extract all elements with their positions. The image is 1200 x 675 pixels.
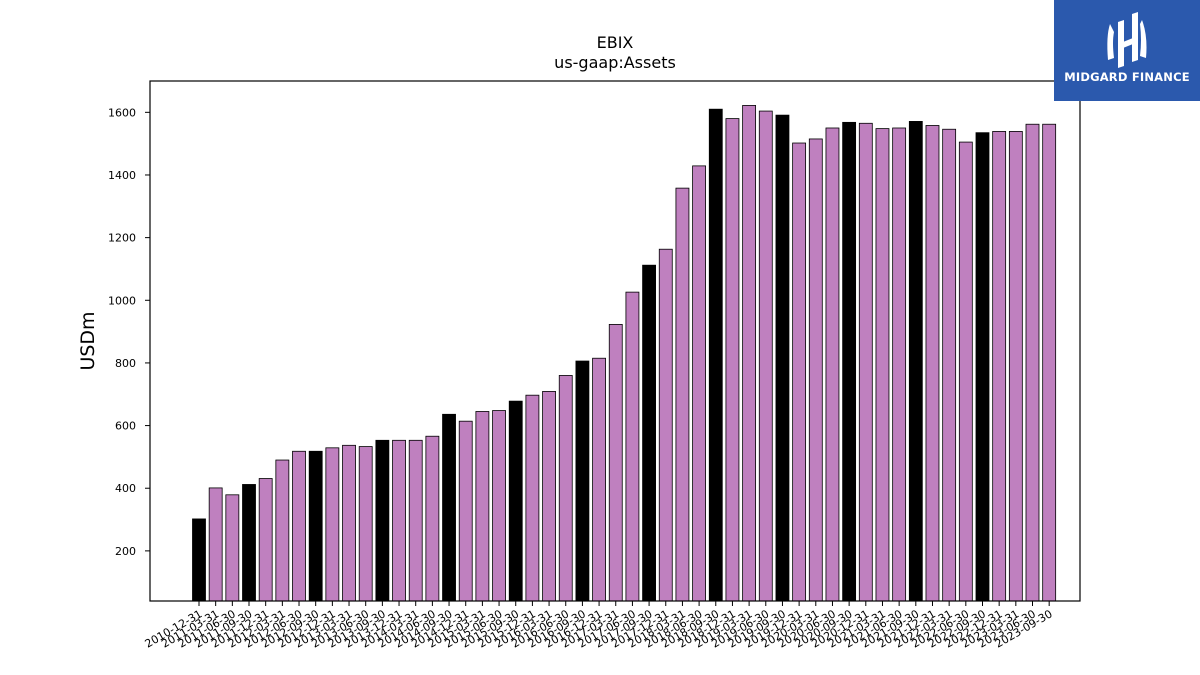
- bar: [1008, 131, 1023, 602]
- bar: [242, 484, 256, 602]
- bar: [525, 394, 540, 602]
- bar: [258, 478, 273, 602]
- bar: [542, 391, 556, 602]
- y-tick-label: 1600: [108, 106, 136, 119]
- bar: [308, 450, 323, 602]
- bar: [792, 142, 807, 602]
- bar: [925, 125, 940, 602]
- bar: [642, 264, 656, 602]
- bar: [692, 165, 706, 602]
- bar: [458, 420, 473, 602]
- bar: [375, 439, 390, 602]
- bar: [358, 446, 373, 602]
- bar: [1042, 123, 1057, 602]
- bar: [558, 375, 573, 602]
- bar: [625, 291, 640, 602]
- y-tick-label: 1000: [108, 294, 136, 307]
- y-tick-label: 600: [115, 420, 136, 433]
- bar: [608, 323, 623, 602]
- bar: [858, 122, 873, 602]
- brand-logo: MIDGARD FINANCE: [1054, 0, 1200, 101]
- bar: [892, 127, 907, 602]
- bar: [292, 450, 306, 602]
- bar: [742, 105, 757, 602]
- bar: [408, 439, 423, 602]
- brand-name: MIDGARD FINANCE: [1064, 70, 1190, 84]
- plot-frame: [149, 80, 1081, 602]
- bar: [908, 121, 923, 602]
- bar: [225, 494, 240, 602]
- bar: [325, 447, 340, 602]
- bar: [475, 411, 490, 602]
- bar: [875, 128, 890, 602]
- bar: [658, 248, 673, 602]
- y-tick-label: 1200: [108, 232, 136, 245]
- bar: [992, 131, 1007, 602]
- bar: [508, 400, 523, 602]
- bar: [942, 128, 957, 602]
- y-tick-label: 1400: [108, 169, 136, 182]
- bar: [1025, 123, 1040, 602]
- bar: [708, 108, 723, 602]
- bar: [842, 121, 857, 602]
- midgard-logo-icon: [1107, 12, 1147, 68]
- bar: [442, 413, 456, 602]
- bar: [425, 435, 440, 602]
- x-axis: 2010-12-312011-03-312011-06-302011-09-30…: [143, 601, 1055, 651]
- bar: [592, 357, 606, 602]
- y-axis-label: USDm: [77, 311, 99, 370]
- bar: [208, 487, 223, 602]
- bar: [575, 360, 590, 602]
- bar: [275, 459, 290, 602]
- bars: [192, 105, 1057, 602]
- bar: [808, 138, 823, 602]
- chart-title: EBIX: [597, 33, 634, 52]
- bar: [775, 114, 790, 602]
- bar: [342, 444, 356, 602]
- bar: [758, 110, 773, 602]
- bar: [492, 410, 506, 602]
- bar: [958, 141, 973, 602]
- bar: [675, 187, 690, 602]
- y-tick-label: 800: [115, 357, 136, 370]
- bar: [975, 132, 990, 602]
- bar: [825, 127, 840, 602]
- y-tick-label: 200: [115, 545, 136, 558]
- y-axis: 200 400 600 800 1000 1200 1400 1600: [108, 106, 150, 558]
- chart-subtitle: us-gaap:Assets: [554, 53, 676, 72]
- y-tick-label: 400: [115, 482, 136, 495]
- bar: [725, 118, 740, 602]
- bar: [392, 439, 406, 602]
- bar: [192, 518, 206, 602]
